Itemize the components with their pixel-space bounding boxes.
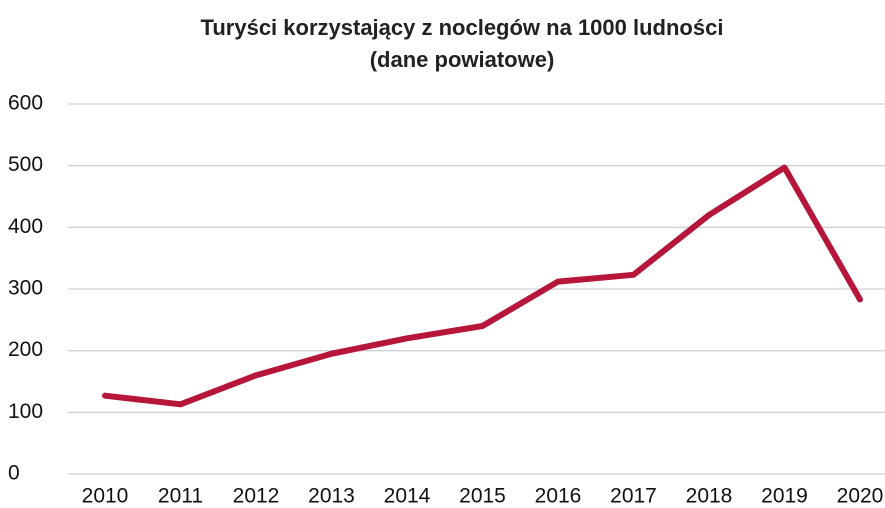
y-tick-label: 300 — [8, 277, 43, 300]
x-tick-label: 2012 — [233, 485, 280, 508]
x-tick-label: 2015 — [459, 485, 506, 508]
chart-title: Turyści korzystający z noclegów na 1000 … — [201, 15, 724, 40]
x-tick-label: 2013 — [308, 485, 355, 508]
x-tick-label: 2011 — [158, 485, 203, 508]
chart-subtitle: (dane powiatowe) — [370, 47, 555, 72]
x-tick-label: 2014 — [384, 485, 431, 508]
x-tick-label: 2017 — [610, 485, 657, 508]
x-tick-label: 2019 — [761, 485, 808, 508]
y-tick-label: 500 — [8, 153, 43, 176]
x-tick-label: 2018 — [686, 485, 733, 508]
x-tick-label: 2010 — [82, 485, 129, 508]
y-tick-label: 200 — [8, 338, 43, 361]
x-tick-label: 2016 — [535, 485, 582, 508]
y-tick-label: 400 — [8, 215, 43, 238]
y-tick-label: 600 — [8, 92, 43, 115]
y-tick-label: 0 — [8, 462, 20, 485]
data-line — [102, 164, 863, 408]
x-tick-label: 2020 — [837, 485, 884, 508]
y-tick-label: 100 — [8, 400, 43, 423]
